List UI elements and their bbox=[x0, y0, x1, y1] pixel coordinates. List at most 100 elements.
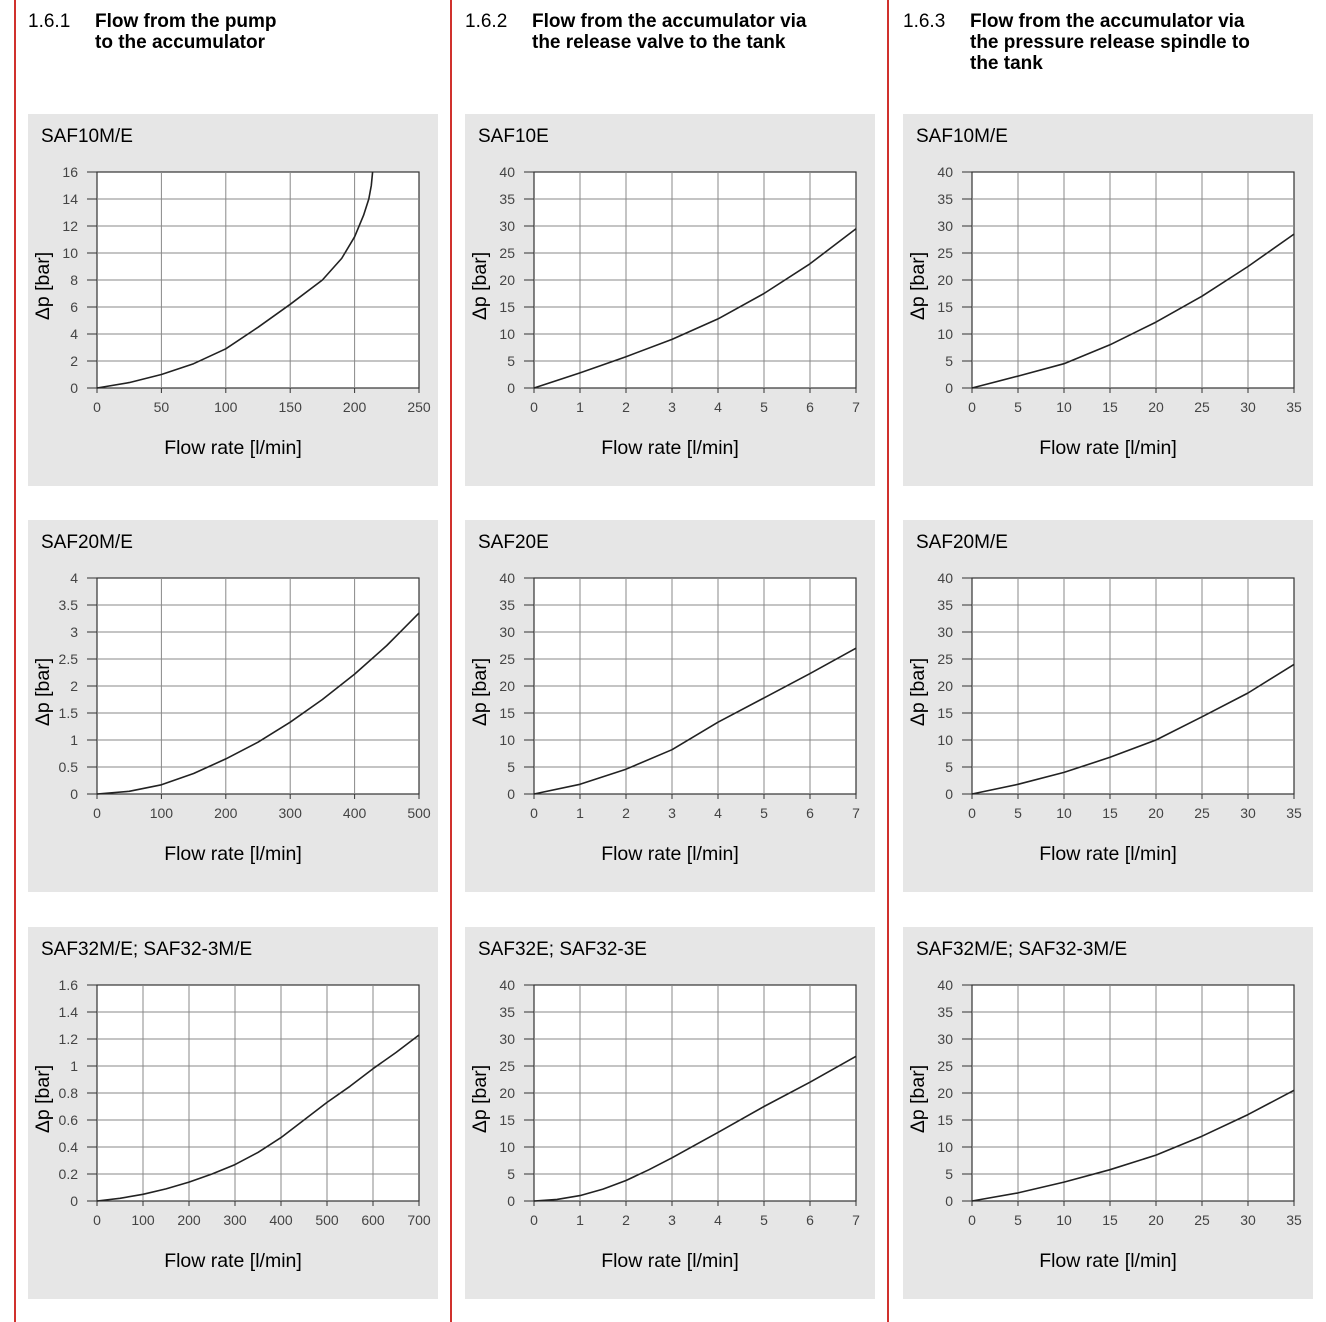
x-tick-label: 35 bbox=[1286, 1212, 1302, 1228]
x-tick-label: 10 bbox=[1056, 805, 1072, 821]
y-tick-label: 6 bbox=[70, 299, 78, 315]
x-axis-label: Flow rate [l/min] bbox=[164, 843, 302, 865]
chart-svg: 0 5 10 15 20 25 30 35 0 5 10 15 20 25 30 35 40 Flow rate … bbox=[907, 977, 1302, 1272]
y-tick-label: 25 bbox=[937, 1058, 953, 1074]
y-tick-label: 30 bbox=[937, 1031, 953, 1047]
y-tick-label: 1 bbox=[70, 732, 78, 748]
chart-svg: 0 50 100 150 200 250 0 2 4 6 8 10 12 14 16 Flow rate [l… bbox=[32, 164, 431, 459]
chart-title: SAF10M/E bbox=[916, 126, 1008, 147]
chart-panel: SAF32M/E; SAF32-3M/E 0 100 200 300 400 500 600… bbox=[28, 927, 438, 1299]
x-axis-label: Flow rate [l/min] bbox=[164, 1250, 302, 1272]
y-axis-label: Δp [bar] bbox=[469, 1065, 491, 1133]
y-tick-label: 40 bbox=[937, 164, 953, 180]
y-axis-label: Δp [bar] bbox=[907, 658, 929, 726]
x-tick-label: 200 bbox=[343, 399, 367, 415]
x-tick-label: 5 bbox=[1014, 805, 1022, 821]
y-tick-label: 0.6 bbox=[59, 1112, 79, 1128]
y-tick-label: 10 bbox=[499, 732, 515, 748]
x-tick-label: 0 bbox=[968, 399, 976, 415]
x-tick-label: 0 bbox=[530, 1212, 538, 1228]
series-line bbox=[971, 233, 1295, 389]
x-tick-label: 7 bbox=[852, 1212, 860, 1228]
y-tick-label: 5 bbox=[507, 1166, 515, 1182]
x-tick-label: 25 bbox=[1194, 1212, 1210, 1228]
y-tick-label: 0 bbox=[507, 380, 515, 396]
y-tick-label: 15 bbox=[937, 705, 953, 721]
y-tick-label: 25 bbox=[937, 245, 953, 261]
x-tick-label: 2 bbox=[622, 805, 630, 821]
x-tick-label: 300 bbox=[279, 805, 303, 821]
y-tick-label: 0 bbox=[507, 1193, 515, 1209]
column-divider bbox=[887, 0, 889, 1322]
y-tick-label: 30 bbox=[937, 624, 953, 640]
y-tick-label: 35 bbox=[499, 1004, 515, 1020]
x-tick-label: 500 bbox=[407, 805, 431, 821]
x-tick-label: 0 bbox=[968, 805, 976, 821]
y-axis-label: Δp [bar] bbox=[469, 658, 491, 726]
x-tick-label: 1 bbox=[576, 1212, 584, 1228]
y-tick-label: 30 bbox=[937, 218, 953, 234]
y-tick-label: 0 bbox=[945, 1193, 953, 1209]
chart-svg: 0 5 10 15 20 25 30 35 0 5 10 15 20 25 30 35 40 Flow rate … bbox=[907, 164, 1302, 459]
chart-title: SAF20M/E bbox=[916, 532, 1008, 553]
chart-title: SAF20E bbox=[478, 532, 549, 553]
series-line bbox=[96, 612, 420, 795]
x-axis-label: Flow rate [l/min] bbox=[1039, 1250, 1177, 1272]
x-tick-label: 3 bbox=[668, 805, 676, 821]
chart-panel: SAF20M/E 0 5 10 15 20 25 30 35 0 5 10 15 20 25 30 35 40 F… bbox=[903, 520, 1313, 892]
y-tick-label: 35 bbox=[937, 1004, 953, 1020]
y-tick-label: 0.8 bbox=[59, 1085, 79, 1101]
x-tick-label: 0 bbox=[530, 805, 538, 821]
x-tick-label: 0 bbox=[93, 1212, 101, 1228]
y-tick-label: 35 bbox=[937, 597, 953, 613]
y-tick-label: 30 bbox=[499, 1031, 515, 1047]
y-tick-label: 30 bbox=[499, 218, 515, 234]
series-line bbox=[533, 1055, 857, 1202]
y-tick-label: 10 bbox=[62, 245, 78, 261]
x-tick-label: 0 bbox=[93, 805, 101, 821]
y-tick-label: 35 bbox=[937, 191, 953, 207]
x-tick-label: 300 bbox=[223, 1212, 247, 1228]
y-tick-label: 20 bbox=[499, 1085, 515, 1101]
x-axis-label: Flow rate [l/min] bbox=[164, 437, 302, 459]
x-tick-label: 7 bbox=[852, 805, 860, 821]
y-tick-label: 1.2 bbox=[59, 1031, 79, 1047]
x-tick-label: 20 bbox=[1148, 805, 1164, 821]
chart-title: SAF10E bbox=[478, 126, 549, 147]
y-tick-label: 4 bbox=[70, 570, 78, 586]
x-tick-label: 5 bbox=[1014, 1212, 1022, 1228]
x-tick-label: 5 bbox=[1014, 399, 1022, 415]
chart-title: SAF32M/E; SAF32-3M/E bbox=[41, 939, 253, 960]
chart-panel: SAF20E 0 1 2 3 4 5 6 7 0 5 10 15 20 25 30 35 40 Flow rate… bbox=[465, 520, 875, 892]
section-title: Flow from the accumulator via the releas… bbox=[532, 11, 807, 53]
x-axis-label: Flow rate [l/min] bbox=[601, 1250, 739, 1272]
series-line bbox=[971, 1089, 1295, 1202]
y-tick-label: 5 bbox=[945, 353, 953, 369]
x-tick-label: 15 bbox=[1102, 805, 1118, 821]
x-tick-label: 25 bbox=[1194, 399, 1210, 415]
y-tick-label: 1 bbox=[70, 1058, 78, 1074]
x-tick-label: 6 bbox=[806, 805, 814, 821]
y-tick-label: 35 bbox=[499, 597, 515, 613]
x-tick-label: 100 bbox=[131, 1212, 155, 1228]
x-tick-label: 2 bbox=[622, 1212, 630, 1228]
y-tick-label: 15 bbox=[499, 1112, 515, 1128]
y-axis-label: Δp [bar] bbox=[907, 1065, 929, 1133]
chart-svg: 0 1 2 3 4 5 6 7 0 5 10 15 20 25 30 35 40 Flow rate [l/min… bbox=[469, 164, 860, 459]
x-axis-label: Flow rate [l/min] bbox=[601, 437, 739, 459]
y-axis-label: Δp [bar] bbox=[907, 252, 929, 320]
x-tick-label: 100 bbox=[150, 805, 174, 821]
y-tick-label: 15 bbox=[937, 299, 953, 315]
y-tick-label: 25 bbox=[499, 245, 515, 261]
y-tick-label: 0 bbox=[70, 1193, 78, 1209]
y-tick-label: 0.4 bbox=[59, 1139, 79, 1155]
x-tick-label: 30 bbox=[1240, 399, 1256, 415]
y-tick-label: 10 bbox=[937, 326, 953, 342]
chart-svg: 0 1 2 3 4 5 6 7 0 5 10 15 20 25 30 35 40 Flow rate [l/min… bbox=[469, 977, 860, 1272]
x-tick-label: 1 bbox=[576, 399, 584, 415]
chart-title: SAF10M/E bbox=[41, 126, 133, 147]
y-tick-label: 2 bbox=[70, 678, 78, 694]
y-tick-label: 5 bbox=[945, 1166, 953, 1182]
y-tick-label: 40 bbox=[937, 570, 953, 586]
y-tick-label: 16 bbox=[62, 164, 78, 180]
